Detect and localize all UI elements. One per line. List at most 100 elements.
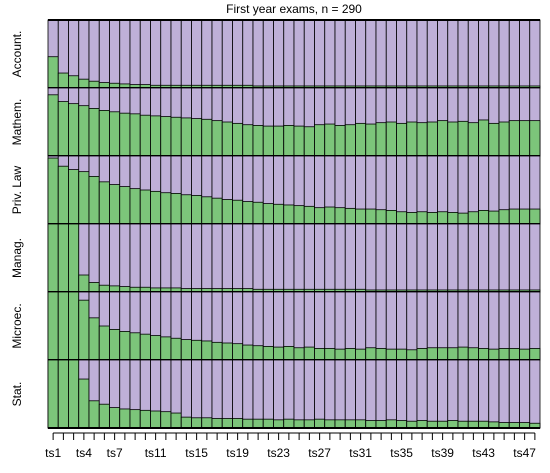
- x-tick-label: ts7: [107, 446, 123, 460]
- bar: [478, 348, 490, 361]
- bar-background: [98, 223, 110, 293]
- bar-background: [314, 359, 326, 429]
- bar: [416, 211, 428, 225]
- bar-background: [242, 359, 254, 429]
- bar-background: [437, 359, 449, 429]
- bar-background: [355, 223, 367, 293]
- bar-background: [406, 223, 418, 293]
- bar-background: [88, 223, 100, 293]
- bar-background: [150, 223, 162, 293]
- bar: [437, 347, 449, 361]
- bar: [508, 348, 520, 361]
- bar: [375, 122, 387, 157]
- bar-background: [344, 223, 356, 293]
- bar: [314, 348, 326, 361]
- bar-background: [447, 359, 459, 429]
- bar-background: [498, 359, 510, 429]
- bar: [170, 192, 182, 225]
- bar: [416, 348, 428, 361]
- bar: [273, 203, 285, 225]
- bar: [160, 192, 172, 225]
- bar-background: [498, 223, 510, 293]
- bar-background: [416, 19, 428, 89]
- bar: [57, 359, 69, 429]
- bar-background: [519, 359, 531, 429]
- bar: [262, 203, 274, 225]
- bar: [109, 184, 121, 225]
- bar: [109, 111, 121, 157]
- bar: [457, 212, 469, 225]
- bar-background: [303, 223, 315, 293]
- bar: [498, 121, 510, 157]
- bar-background: [119, 19, 131, 89]
- bar: [170, 412, 182, 429]
- bar: [488, 210, 500, 225]
- bar: [426, 420, 438, 429]
- bar-background: [519, 19, 531, 89]
- bar: [88, 282, 100, 293]
- bar-background: [508, 359, 520, 429]
- bar: [191, 195, 203, 225]
- bar: [529, 348, 541, 361]
- bar: [375, 420, 387, 429]
- bar-background: [109, 223, 121, 293]
- bar-background: [478, 359, 490, 429]
- bar-background: [283, 223, 295, 293]
- bar-background: [396, 223, 408, 293]
- bar: [150, 190, 162, 225]
- bar: [201, 340, 213, 361]
- bar: [170, 116, 182, 157]
- bar-background: [78, 19, 90, 89]
- x-tick-label: ts15: [185, 446, 208, 460]
- bar-background: [221, 223, 233, 293]
- bar-background: [180, 19, 192, 89]
- bar: [221, 418, 233, 429]
- bar-background: [262, 359, 274, 429]
- bar-background: [375, 19, 387, 89]
- bar: [488, 348, 500, 361]
- bar: [416, 122, 428, 157]
- bar: [57, 165, 69, 225]
- bar-background: [139, 223, 151, 293]
- bar-background: [180, 223, 192, 293]
- bar: [78, 274, 90, 293]
- bar: [344, 124, 356, 157]
- bar-background: [437, 19, 449, 89]
- bar-background: [457, 359, 469, 429]
- bar-background: [355, 359, 367, 429]
- bar-background: [273, 359, 285, 429]
- bar: [344, 419, 356, 429]
- bar: [314, 418, 326, 429]
- bar: [221, 199, 233, 225]
- bar: [273, 346, 285, 361]
- bar: [334, 125, 346, 157]
- bar-background: [273, 223, 285, 293]
- bar-background: [447, 223, 459, 293]
- bar-background: [426, 19, 438, 89]
- bar: [293, 419, 305, 429]
- bar: [344, 207, 356, 225]
- x-tick-label: ts11: [145, 446, 167, 460]
- bar-background: [478, 19, 490, 89]
- bar: [98, 181, 110, 225]
- bar: [47, 94, 59, 157]
- bar-background: [334, 19, 346, 89]
- bar-background: [508, 19, 520, 89]
- bar: [180, 194, 192, 225]
- panel-label: Account.: [10, 31, 24, 78]
- bar-background: [283, 359, 295, 429]
- bar: [365, 420, 377, 429]
- bar-background: [426, 223, 438, 293]
- bar-background: [355, 19, 367, 89]
- bar: [88, 108, 100, 157]
- bar: [242, 344, 254, 361]
- bar: [447, 212, 459, 225]
- bar-background: [211, 223, 223, 293]
- bar: [57, 72, 69, 89]
- bar: [314, 207, 326, 225]
- bar-background: [324, 223, 336, 293]
- bar-background: [467, 223, 479, 293]
- bar-background: [529, 223, 541, 293]
- bar-background: [488, 223, 500, 293]
- bar: [252, 345, 264, 361]
